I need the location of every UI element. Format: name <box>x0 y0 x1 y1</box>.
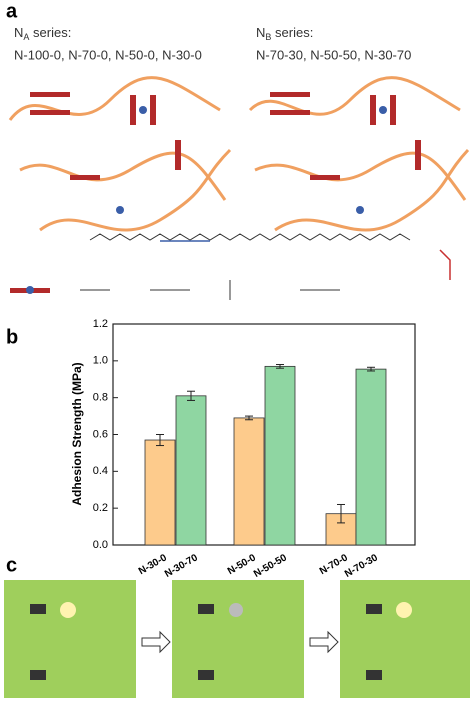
photo <box>4 580 136 698</box>
y-tick-label: 0.2 <box>93 502 108 514</box>
clip <box>366 604 382 614</box>
motifs <box>116 106 387 214</box>
motif <box>379 106 387 114</box>
series-heading: NB series: <box>256 25 313 42</box>
series-heading: NA series: <box>14 25 71 42</box>
x-tick-label: N-70-30 <box>343 552 380 580</box>
lit-bulb <box>60 602 76 618</box>
linker <box>70 175 100 180</box>
linker <box>270 92 310 97</box>
panel-label: b <box>6 326 18 348</box>
chemical-structures <box>80 233 411 300</box>
y-tick-label: 0.4 <box>93 465 108 477</box>
bar <box>355 368 387 546</box>
motif <box>356 206 364 214</box>
clip <box>30 670 46 680</box>
linker <box>30 110 70 115</box>
clip <box>198 670 214 680</box>
bar-chart: 0.00.20.40.60.81.01.2N-30-0N-30-70 N-50-0… <box>93 318 416 580</box>
y-tick-label: 1.0 <box>93 355 108 367</box>
subscript: B <box>265 32 271 42</box>
y-tick-label: 1.2 <box>93 318 108 330</box>
chain <box>248 76 461 116</box>
linker <box>30 92 70 97</box>
photo <box>172 580 304 698</box>
y-tick-label: 0.6 <box>93 428 108 440</box>
chain <box>274 148 470 232</box>
bar <box>175 395 207 546</box>
linker <box>370 95 376 125</box>
chain <box>8 76 221 121</box>
series-members: N-100-0, N-70-0, N-50-0, N-30-0 <box>14 47 202 62</box>
text: N <box>256 25 265 40</box>
text: series: <box>29 25 71 40</box>
subscript: A <box>23 32 29 42</box>
photo <box>340 580 470 698</box>
panel-label: c <box>6 554 17 576</box>
crosslinks <box>30 92 421 180</box>
panel-label: a <box>6 0 18 22</box>
polymer-network <box>8 76 470 232</box>
text: N <box>14 25 23 40</box>
linker <box>270 110 310 115</box>
linker <box>415 140 421 170</box>
linker <box>310 175 340 180</box>
series-members: N-70-30, N-50-50, N-30-70 <box>256 47 411 62</box>
motif <box>116 206 124 214</box>
backbone <box>89 233 411 241</box>
bar <box>144 439 176 546</box>
clip <box>198 604 214 614</box>
bar <box>264 365 296 546</box>
bar <box>233 417 265 546</box>
chain <box>19 151 227 201</box>
linker <box>390 95 396 125</box>
y-tick-label: 0.8 <box>93 392 108 404</box>
bulb <box>229 603 243 617</box>
motif <box>139 106 147 114</box>
x-tick-label: N-50-50 <box>252 552 289 580</box>
catechol <box>439 249 451 280</box>
x-tick-label: N-30-70 <box>163 552 200 580</box>
clip <box>30 604 46 614</box>
chain <box>254 151 467 201</box>
chain <box>39 148 232 232</box>
photos <box>4 580 470 698</box>
y-tick-label: 0.0 <box>93 539 108 551</box>
lit-bulb <box>396 602 412 618</box>
arrow <box>309 630 339 654</box>
clips <box>30 604 382 680</box>
y-axis-label: Adhesion Strength (MPa) <box>70 362 84 505</box>
linker <box>130 95 136 125</box>
linker <box>150 95 156 125</box>
clip <box>366 670 382 680</box>
bond <box>80 280 340 300</box>
legend-motif <box>26 286 34 294</box>
linker <box>175 140 181 170</box>
text: series: <box>271 25 313 40</box>
arrow <box>141 630 171 654</box>
